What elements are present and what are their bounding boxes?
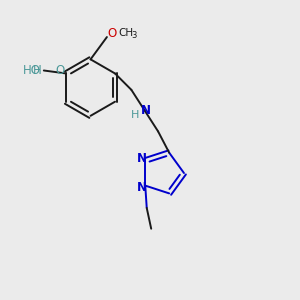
Text: CH: CH bbox=[118, 28, 133, 38]
Text: H: H bbox=[33, 64, 41, 77]
Text: H: H bbox=[131, 110, 140, 120]
Text: N: N bbox=[141, 103, 151, 116]
Text: O: O bbox=[107, 27, 117, 40]
Text: N: N bbox=[137, 152, 147, 165]
Text: HO: HO bbox=[23, 64, 41, 77]
Text: N: N bbox=[137, 181, 147, 194]
Text: 3: 3 bbox=[131, 31, 136, 40]
Text: O: O bbox=[41, 64, 66, 77]
